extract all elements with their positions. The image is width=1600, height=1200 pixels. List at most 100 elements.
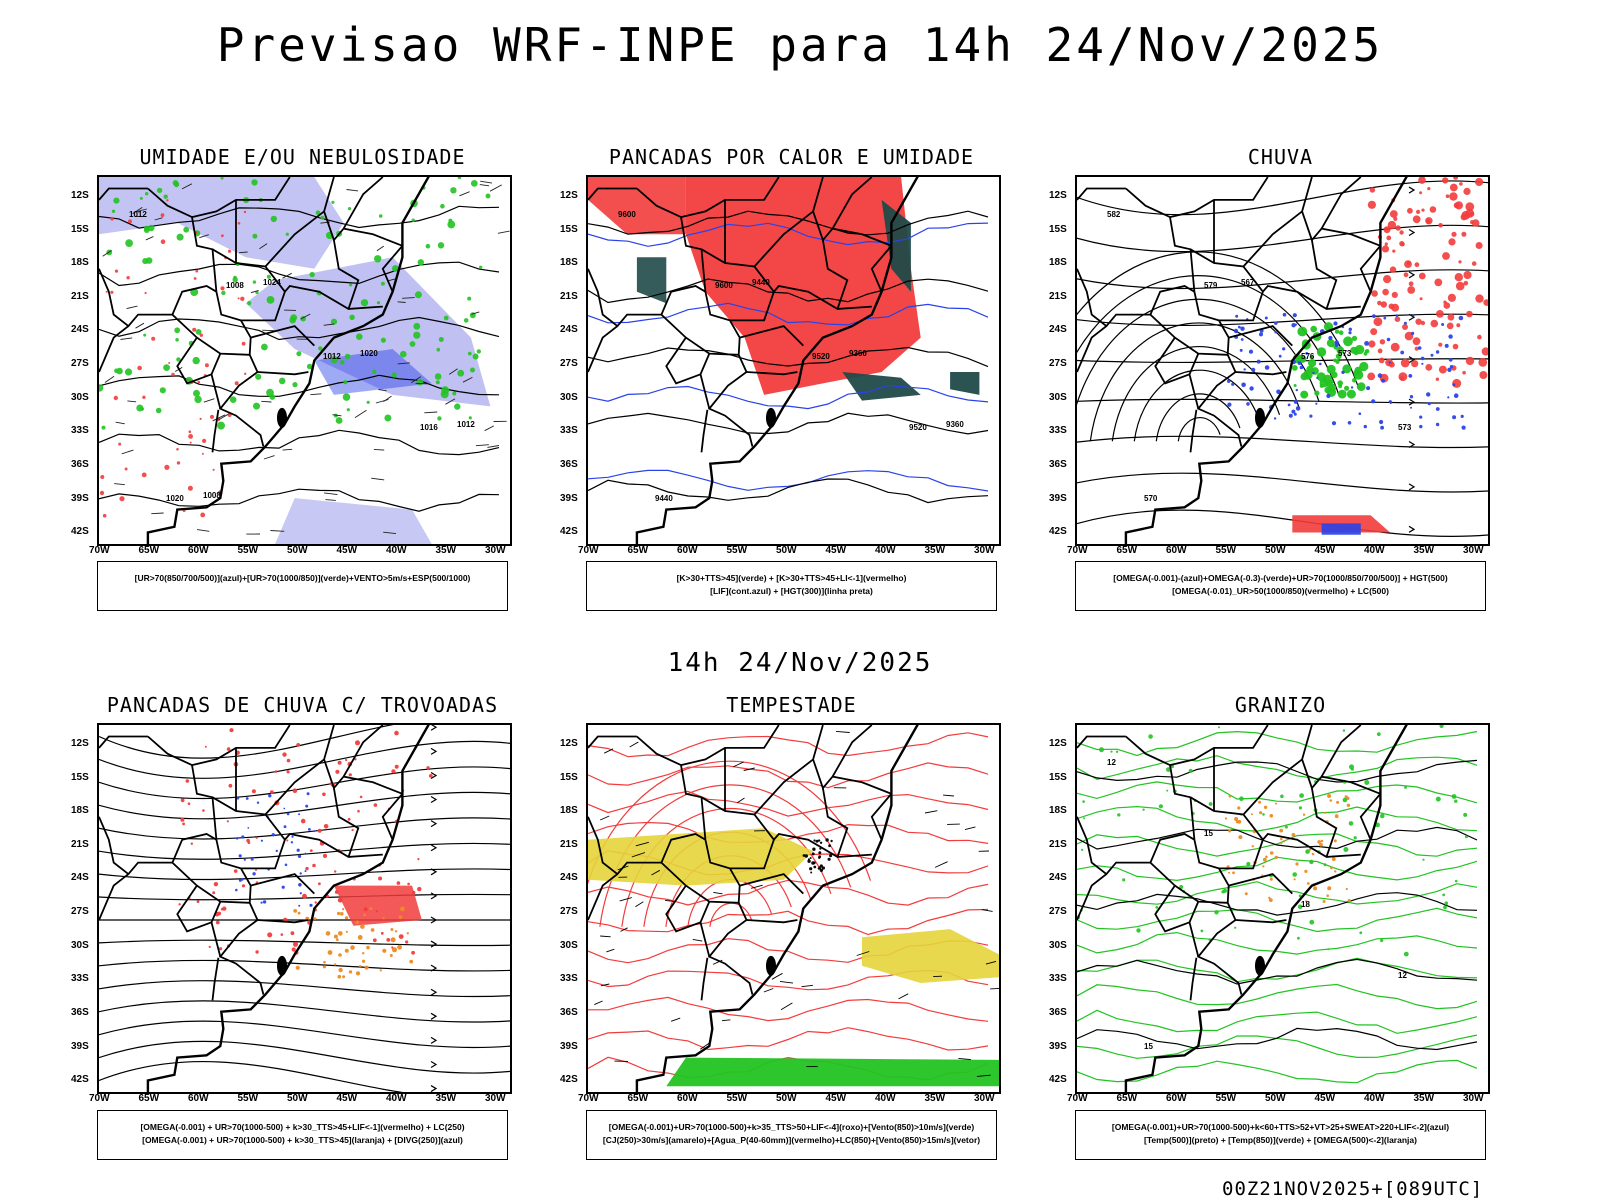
trov-orange-48 [379, 969, 382, 972]
umid-wind-36 [415, 382, 429, 385]
gran-orange-55 [1275, 802, 1278, 805]
umid-green-57 [136, 404, 144, 412]
gran-green-0 [1348, 821, 1354, 826]
chuva-blue-21 [1237, 325, 1241, 329]
chuva-green-6 [1310, 325, 1317, 333]
gran-orange-60 [1305, 900, 1307, 903]
chuva-blue-51 [1326, 393, 1331, 399]
trov-blue-11 [245, 797, 249, 800]
temp-vector-7 [836, 730, 850, 733]
border-4-13 [753, 725, 824, 816]
chuva-red-24 [1449, 192, 1458, 201]
gran-green-70 [1299, 793, 1304, 798]
umid-green-137 [174, 327, 181, 334]
chuva-green-58 [1291, 365, 1298, 371]
umid-green-1 [447, 220, 456, 229]
chuva-red-105 [1470, 220, 1474, 225]
border-0-7 [99, 187, 148, 201]
umid-wind-23 [199, 234, 209, 239]
trov-red-18 [202, 809, 205, 812]
calor-hgt-2 [588, 346, 989, 368]
lat-tick-label: 18S [560, 257, 578, 269]
temp-vector-40 [604, 748, 614, 754]
gran-orange-63 [1237, 819, 1242, 824]
border-1-2 [699, 353, 711, 409]
trov-blue-1 [291, 835, 294, 838]
chuva-red-29 [1463, 280, 1469, 286]
trov-orange-34 [340, 912, 344, 916]
chuva-red-109 [1425, 219, 1431, 224]
umid-green-69 [143, 333, 147, 337]
gran-green-32 [1148, 734, 1153, 739]
border-2-0 [1193, 291, 1243, 447]
lon-tick-label: 55W [237, 545, 259, 556]
umid-green-108 [193, 389, 200, 397]
trov-orange-40 [344, 948, 349, 953]
trov-orange-12 [409, 959, 414, 964]
chuva-blue-96 [1309, 414, 1313, 418]
umid-green-31 [139, 196, 143, 200]
chuva-blue-59 [1410, 406, 1412, 409]
chuva-red-37 [1419, 297, 1423, 301]
gran-t850-5 [1077, 856, 1478, 882]
contour-label-1-0: 9600 [618, 210, 636, 219]
chuva-blue-83 [1240, 338, 1244, 341]
chuva-blue-92 [1227, 379, 1231, 383]
trov-red-10 [283, 917, 288, 922]
lat-tick-label: 21S [1049, 838, 1067, 850]
umid-green-12 [443, 315, 449, 321]
gran-green-68 [1364, 780, 1370, 785]
umid-green-68 [467, 351, 472, 356]
gran-orange-31 [1237, 806, 1241, 810]
contour-label-1-6: 9360 [849, 349, 867, 358]
lat-tick-label: 15S [71, 223, 89, 235]
umid-red-40 [188, 430, 192, 433]
chuva-blue-99 [1274, 331, 1277, 334]
gran-green-73 [1234, 926, 1237, 929]
map-svg: 582 579 576 573 570 567 573 [1077, 177, 1488, 544]
lon-tick-label: 55W [1215, 545, 1237, 556]
lon-tick-label: 40W [1364, 545, 1385, 556]
lat-tick-label: 39S [1049, 1040, 1067, 1052]
chuva-blue-57 [1444, 343, 1449, 348]
chuva-blue-66 [1452, 415, 1457, 420]
border-2-1 [1149, 285, 1228, 356]
chuva-red-0 [1438, 365, 1447, 374]
border-4-18 [831, 725, 873, 778]
map-svg [99, 725, 510, 1092]
legend-box: [OMEGA(-0.001) + UR>70(1000-500) + k>30_… [97, 1110, 508, 1160]
trov-blue-23 [275, 849, 278, 853]
trov-stream-14 [99, 1040, 510, 1074]
lat-tick-label: 24S [560, 324, 578, 336]
chuva-green-24 [1336, 346, 1344, 354]
umid-isobar-2 [99, 316, 500, 341]
umid-red-14 [240, 296, 245, 301]
border-4-15 [822, 787, 849, 858]
chuva-blue-58 [1295, 388, 1298, 392]
chuva-blue-73 [1420, 356, 1425, 361]
trov-red-46 [286, 839, 289, 842]
trov-red-65 [241, 884, 246, 888]
umid-wind-3 [197, 529, 210, 532]
umid-wind-51 [218, 413, 229, 421]
chuva-green-20 [1316, 347, 1327, 357]
chuva-line-3 [1077, 313, 1488, 327]
umid-green-14 [380, 281, 385, 286]
trov-orange-21 [390, 928, 394, 931]
umid-green-113 [476, 349, 481, 354]
temp-black-27 [809, 867, 813, 871]
lat-tick-label: 18S [1049, 805, 1067, 817]
chuva-blue-49 [1447, 367, 1452, 372]
umid-green-98 [309, 271, 315, 278]
trov-stream-arrow-8 [430, 916, 438, 924]
trov-red-63 [312, 863, 316, 868]
umid-red-57 [193, 277, 197, 280]
umid-green-35 [261, 343, 268, 351]
border-4-7 [588, 735, 637, 749]
umid-green-47 [409, 341, 416, 347]
trov-orange-8 [394, 930, 398, 933]
lagoon-0 [276, 407, 287, 428]
temp-vector-23 [600, 935, 611, 938]
temp-vector-11 [635, 841, 649, 847]
chuva-blue-93 [1282, 347, 1286, 351]
